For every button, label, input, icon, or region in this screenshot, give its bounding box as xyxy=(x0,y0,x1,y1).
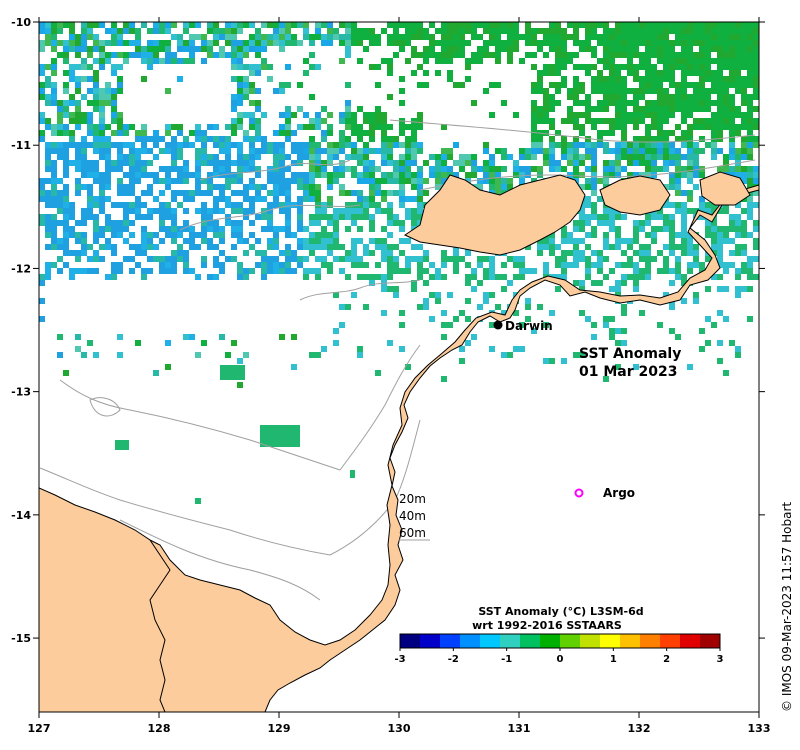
map-title-line1: SST Anomaly xyxy=(579,346,681,362)
x-tick-label: 132 xyxy=(628,722,651,735)
colorbar-tick-label: 1 xyxy=(610,654,617,665)
colorbar: SST Anomaly (°C) L3SM-6d wrt 1992-2016 S… xyxy=(394,605,723,665)
x-tick-label: 130 xyxy=(388,722,411,735)
colorbar-ticks: -3 -2 -1 0 1 2 3 xyxy=(394,648,724,665)
y-tick-label: -12 xyxy=(11,262,31,275)
colorbar-swatches xyxy=(399,633,721,649)
colorbar-tick-label: 0 xyxy=(557,654,564,665)
sst-data-layer xyxy=(39,22,759,504)
credit-text: © IMOS 09-Mar-2023 11:57 Hobart xyxy=(780,502,794,712)
map-title-line2: 01 Mar 2023 xyxy=(579,364,677,380)
argo-marker xyxy=(574,488,584,498)
x-tick-label: 128 xyxy=(148,722,171,735)
depth-legend-20m: 20m xyxy=(399,492,426,506)
tiwi-islands xyxy=(403,174,586,256)
colorbar-tick-label: 3 xyxy=(717,654,724,665)
y-tick-label: -13 xyxy=(11,386,31,399)
darwin-label: Darwin xyxy=(505,319,553,333)
x-tick-label: 127 xyxy=(28,722,51,735)
bathymetry-contours xyxy=(39,119,756,601)
x-tick-label: 131 xyxy=(508,722,531,735)
depth-legend: 20m 40m 60m xyxy=(399,492,430,541)
map-axes: 127 128 129 130 131 132 133-10-11-12-13-14-15 xyxy=(11,16,770,735)
colorbar-title-line1: SST Anomaly (°C) L3SM-6d xyxy=(478,605,643,618)
y-tick-label: -15 xyxy=(11,632,31,645)
colorbar-tick-label: -3 xyxy=(394,654,405,665)
colorbar-tick-label: -2 xyxy=(448,654,459,665)
y-tick-label: -11 xyxy=(11,139,31,152)
darwin-marker xyxy=(493,320,503,330)
y-tick-label: -14 xyxy=(11,509,31,522)
x-tick-label: 133 xyxy=(748,722,771,735)
depth-legend-60m: 60m xyxy=(399,526,426,540)
y-tick-label: -10 xyxy=(11,16,31,29)
colorbar-title-line2: wrt 1992-2016 SSTAARS xyxy=(472,619,622,632)
argo-label: Argo xyxy=(603,486,635,500)
western-land xyxy=(39,487,171,712)
depth-legend-40m: 40m xyxy=(399,509,426,523)
colorbar-tick-label: 2 xyxy=(663,654,670,665)
colorbar-tick-label: -1 xyxy=(501,654,512,665)
x-tick-label: 129 xyxy=(268,722,291,735)
